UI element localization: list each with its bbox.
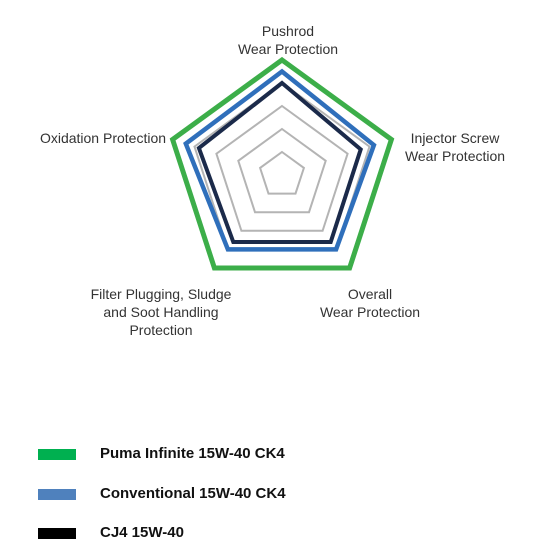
legend-swatch-puma bbox=[38, 449, 76, 460]
legend-label-cj4: CJ4 15W-40 bbox=[100, 524, 184, 541]
legend-swatch-cj4 bbox=[38, 528, 76, 539]
axis-label-pushrod: Pushrod Wear Protection bbox=[237, 23, 339, 57]
legend-swatch-conventional bbox=[38, 489, 76, 500]
axis-label-filter-plugging: Filter Plugging, Sludge and Soot Handlin… bbox=[90, 286, 232, 338]
radar-series bbox=[169, 56, 395, 271]
grid-ring-2 bbox=[237, 127, 327, 214]
series-polygon-2 bbox=[183, 68, 377, 252]
grid-ring-3 bbox=[215, 104, 349, 232]
axis-label-oxidation: Oxidation Protection bbox=[39, 130, 167, 146]
series-polygon-1 bbox=[169, 56, 395, 271]
legend-label-conventional: Conventional 15W-40 CK4 bbox=[100, 485, 286, 502]
legend-item-conventional: Conventional 15W-40 CK4 bbox=[38, 482, 358, 506]
grid-ring-1 bbox=[258, 150, 306, 195]
legend-item-cj4: CJ4 15W-40 bbox=[38, 521, 358, 545]
series-polygon-3 bbox=[196, 80, 364, 244]
legend-item-puma: Puma Infinite 15W-40 CK4 bbox=[38, 442, 358, 466]
axis-label-overall-wear: Overall Wear Protection bbox=[319, 286, 421, 320]
axis-label-injector-screw: Injector Screw Wear Protection bbox=[404, 130, 506, 164]
legend-label-puma: Puma Infinite 15W-40 CK4 bbox=[100, 445, 285, 462]
